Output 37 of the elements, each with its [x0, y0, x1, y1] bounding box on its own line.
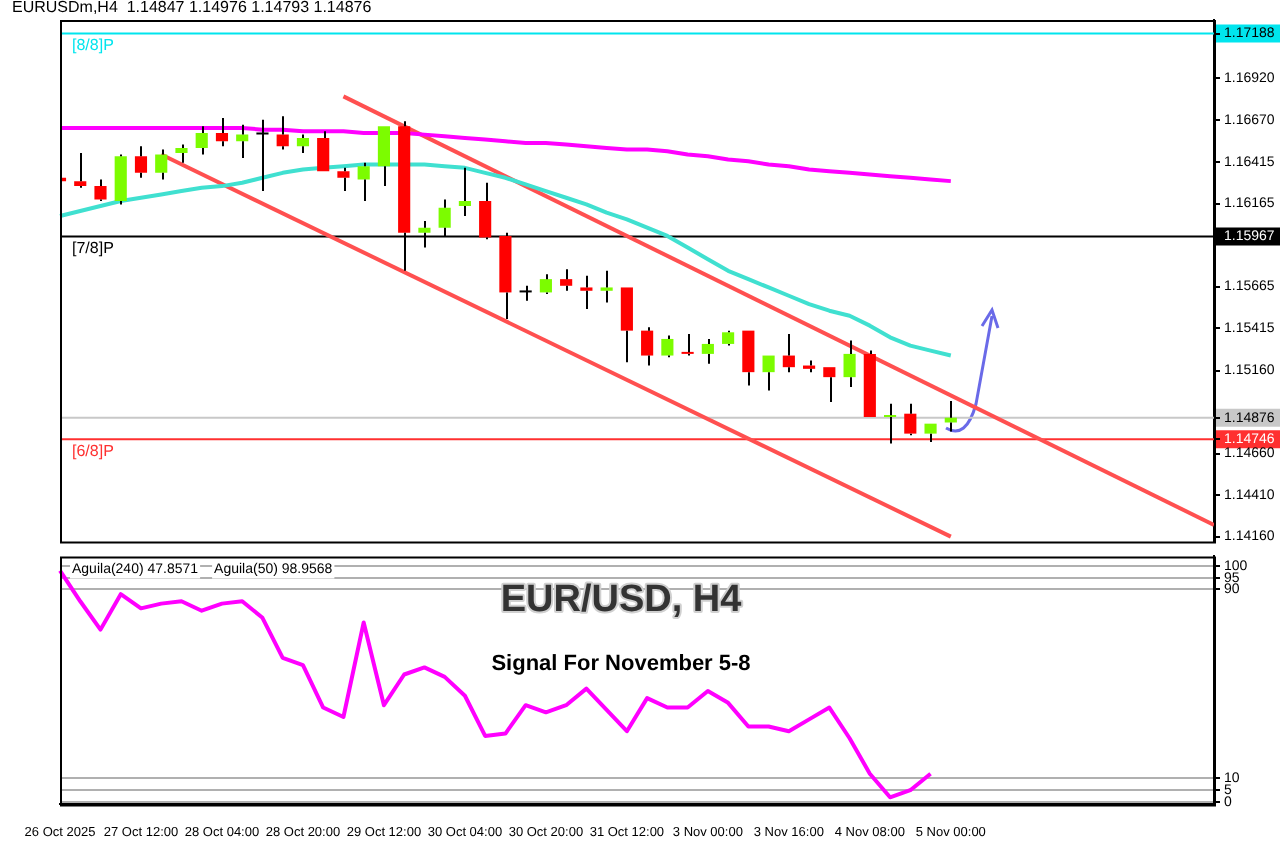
candlestick [155, 148, 168, 181]
candlestick [539, 273, 552, 296]
candlestick [175, 143, 188, 164]
candlestick [377, 126, 390, 188]
candlestick [803, 359, 816, 374]
candlestick [620, 287, 633, 364]
candlestick [701, 337, 714, 365]
candlestick [823, 367, 836, 404]
ref-line-label: [6/8]P [72, 441, 114, 460]
candlestick [276, 115, 289, 151]
candlestick [580, 274, 593, 311]
candlestick [134, 145, 148, 179]
text: Signal For November 5-8 [491, 652, 751, 677]
candlestick [742, 330, 755, 387]
candlestick [904, 402, 917, 437]
candlestick [924, 423, 937, 443]
candlestick [782, 332, 795, 374]
candlestick [215, 117, 229, 148]
ref-line-label: [8/8]P [72, 36, 114, 55]
candlestick [195, 125, 208, 156]
chart-title: EURUSDm,H4 1.14847 1.14976 1.14793 1.14876 [12, 0, 373, 17]
candlestick [641, 326, 654, 367]
candlestick [458, 166, 471, 218]
candlestick [74, 151, 87, 189]
text: EUR/USD, H4 [500, 578, 743, 621]
candlestick [357, 161, 370, 203]
candlestick [94, 178, 107, 203]
candlestick [296, 133, 310, 154]
candlestick [337, 166, 350, 193]
candlestick [843, 339, 856, 389]
candlestick [884, 402, 897, 445]
candlestick [317, 130, 330, 172]
candlestick [256, 118, 269, 193]
candlestick [681, 332, 694, 357]
candlestick [600, 269, 613, 304]
candlestick [560, 268, 573, 292]
ref-line-label: [7/8]P [72, 238, 114, 257]
